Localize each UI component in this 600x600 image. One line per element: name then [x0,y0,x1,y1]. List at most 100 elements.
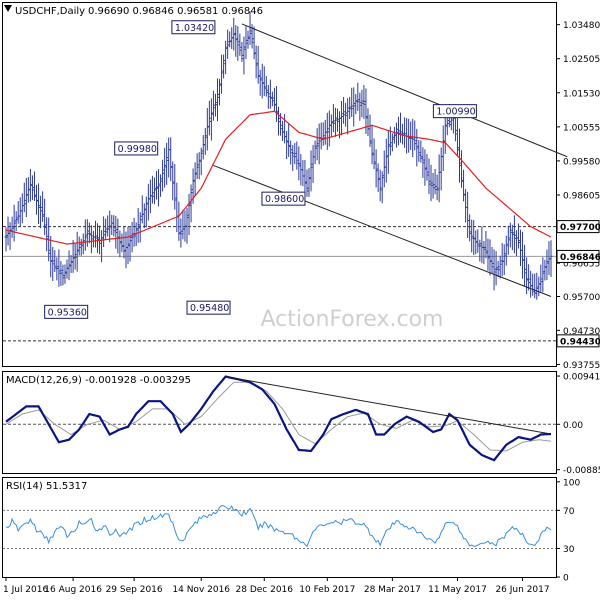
annotation-0.95480: 0.95480 [186,300,231,315]
price-bar [537,276,541,297]
price-bar [484,230,488,259]
symbol-label: USDCHF,Daily [15,6,85,17]
price-bar [35,184,39,215]
annotation-1.00990: 1.00990 [432,104,477,119]
price-bar [360,89,364,118]
price-bar [262,66,266,96]
price-bar [26,177,30,203]
annotation-1.03420: 1.03420 [171,20,216,35]
price-bar [425,154,429,181]
price-bar [335,108,339,132]
price-bar [268,79,272,109]
price-bar [73,243,77,270]
rsi-lines [3,505,556,549]
price-bar [61,264,65,286]
price-bar [348,96,352,119]
level-label-box [556,220,600,234]
price-bar [476,229,480,253]
price-bar [285,130,289,160]
price-bar [240,41,244,62]
price-bar [128,227,132,262]
macd-title: MACD(12,26,9) -0.001928 -0.003295 [6,375,191,386]
price-bar [441,125,445,171]
price-bar [89,225,93,254]
price-bar [211,90,215,121]
price-bar [126,226,130,265]
price-bar [10,216,14,238]
svg-text:1.00990: 1.00990 [436,107,475,118]
price-bar [154,171,158,200]
price-bar [433,168,437,195]
macd-lines [3,375,556,462]
price-bar [394,122,398,148]
price-bar [390,133,394,152]
price-bar [409,121,413,151]
current-price-box [556,249,600,263]
price-bar [120,233,124,253]
price-bar [203,128,207,155]
annotation-0.98600: 0.98600 [261,191,306,206]
price-bar [492,249,496,291]
price-bar [457,128,461,183]
price-bar [55,257,59,281]
price-bar [163,147,167,188]
price-bar [506,225,510,255]
price-bar [344,102,348,127]
channel-line [241,23,568,158]
macd-axis: 0.009411 0.00 -0.008852 [556,373,600,476]
price-bar [502,244,506,276]
price-bar [209,98,213,141]
collapse-triangle-icon[interactable] [4,5,12,12]
price-bar [159,174,163,197]
price-bar [315,128,319,161]
price-bar [14,211,18,232]
macd-tick-label: 0.009411 [563,373,600,383]
price-tick-label: 0.95700 [563,293,600,303]
price-bar [218,78,222,106]
price-bar [179,218,183,248]
price-bar [293,142,297,165]
price-bar [376,163,380,192]
price-bar [543,259,547,281]
price-bar [222,54,226,79]
price-bar [59,261,63,286]
price-bar [189,184,193,223]
price-bar [374,149,378,188]
price-bar [53,250,57,272]
price-bar [130,221,134,253]
price-tick-label: 0.94730 [563,327,600,337]
price-bar [297,146,301,181]
price-bar [67,250,71,281]
price-bar [171,161,175,201]
price-bar [4,227,8,252]
price-bar [207,100,211,136]
price-bar [362,84,366,120]
price-bar [242,36,246,75]
price-bar [205,108,209,151]
price-bar [303,159,307,193]
level-label: 0.97700 [560,223,600,233]
time-tick-label: 11 May 2017 [428,585,487,595]
ohlc-values: 0.96690 0.96846 0.96581 0.96846 [88,6,263,17]
price-bar [460,150,464,188]
price-bar [215,78,219,122]
price-bar [87,222,91,244]
price-bar [116,218,120,254]
price-bar [30,175,34,201]
price-bar [368,114,372,147]
price-bar [295,141,299,170]
price-bar [41,191,45,222]
price-bar [264,76,268,97]
price-tick-label: 0.98605 [563,191,600,201]
price-bar [352,87,356,127]
moving-average [5,110,552,245]
level-label: 0.94430 [560,337,600,347]
price-bar [12,204,16,242]
macd-panel-frame [2,371,557,474]
price-bar [236,26,240,61]
price-bar [228,31,232,48]
price-bar [512,215,516,254]
rsi-tick-label: 70 [563,507,575,517]
price-bar [45,217,49,252]
